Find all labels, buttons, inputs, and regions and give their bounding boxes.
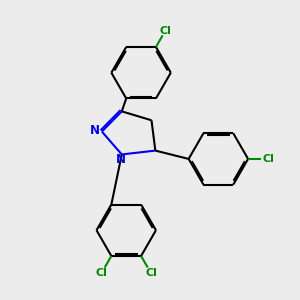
Text: Cl: Cl bbox=[159, 26, 171, 36]
Text: Cl: Cl bbox=[262, 154, 274, 164]
Text: N: N bbox=[116, 153, 126, 166]
Text: Cl: Cl bbox=[145, 268, 157, 278]
Text: Cl: Cl bbox=[95, 268, 107, 278]
Text: N: N bbox=[90, 124, 100, 137]
